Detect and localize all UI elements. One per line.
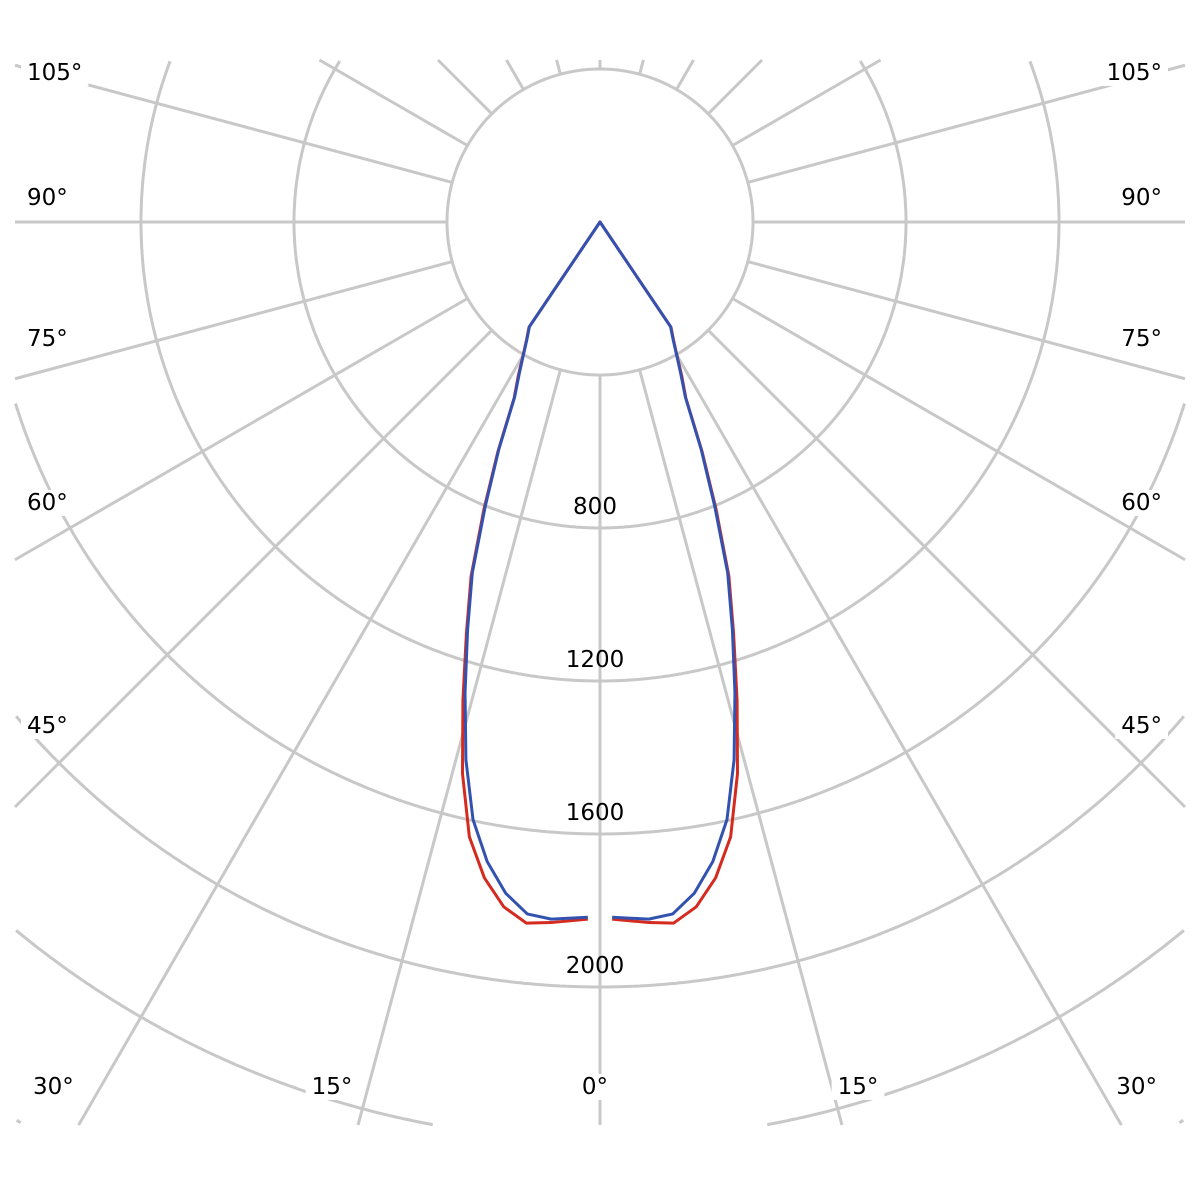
angle-label-right-45: 45° bbox=[1121, 713, 1162, 739]
grid-circle-800 bbox=[292, 60, 908, 530]
grid-radial-line-45 bbox=[707, 329, 1187, 809]
label-background bbox=[305, 1074, 359, 1100]
label-background bbox=[575, 1074, 615, 1100]
grid-circle-2400 bbox=[15, 929, 1185, 1127]
angle-label-right-90: 90° bbox=[1121, 185, 1162, 211]
angle-label-left-45: 45° bbox=[27, 713, 68, 739]
angle-label-left-105: 105° bbox=[27, 60, 82, 86]
grid-radial-line-210 bbox=[505, 59, 525, 91]
series-layer bbox=[460, 220, 740, 925]
label-background bbox=[21, 60, 89, 86]
grid-radial-line-300 bbox=[14, 297, 469, 562]
grid-radial-line-285 bbox=[14, 260, 453, 381]
angle-label-left-30: 30° bbox=[33, 1074, 74, 1100]
radial-label-1200: 1200 bbox=[566, 647, 625, 673]
label-background bbox=[21, 713, 74, 739]
grid-radial-line-75 bbox=[747, 260, 1186, 381]
angle-label-bottom-15-left: 15° bbox=[312, 1074, 353, 1100]
grid-radial-line-225 bbox=[436, 58, 493, 115]
polar-grid bbox=[13, 58, 1187, 1127]
grid-radial-line-165 bbox=[638, 59, 645, 75]
angle-label-left-60: 60° bbox=[27, 490, 68, 516]
grid-circle-1600 bbox=[14, 403, 1186, 836]
grid-radial-line-330 bbox=[77, 353, 525, 1126]
grid-radial-line-60 bbox=[731, 297, 1186, 562]
grid-circle-1200 bbox=[139, 60, 1061, 683]
label-background bbox=[831, 1074, 885, 1100]
angle-label-right-75: 75° bbox=[1121, 326, 1162, 352]
grid-radial-line-135 bbox=[707, 58, 764, 115]
grid-radial-line-195 bbox=[555, 59, 562, 75]
radial-label-800: 800 bbox=[573, 494, 617, 520]
angle-label-bottom-15-right: 15° bbox=[838, 1074, 879, 1100]
grid-circle-2000 bbox=[14, 715, 1186, 989]
label-background bbox=[1115, 185, 1168, 211]
label-background bbox=[27, 1074, 80, 1100]
radial-label-2000: 2000 bbox=[566, 953, 625, 979]
angle-label-left-90: 90° bbox=[27, 185, 68, 211]
label-background bbox=[1110, 1074, 1163, 1100]
label-background bbox=[1115, 713, 1168, 739]
angle-label-bottom-0: 0° bbox=[582, 1074, 608, 1100]
grid-radial-line-30 bbox=[675, 353, 1123, 1126]
grid-radial-line-240 bbox=[318, 58, 469, 147]
label-background bbox=[1100, 60, 1168, 86]
label-background bbox=[1115, 326, 1168, 352]
label-background bbox=[21, 185, 74, 211]
grid-circle-2800 bbox=[15, 1118, 1185, 1125]
label-background bbox=[1115, 490, 1168, 516]
series-line-1 bbox=[463, 220, 737, 921]
angle-label-left-75: 75° bbox=[27, 326, 68, 352]
grid-radial-line-15 bbox=[638, 369, 844, 1126]
grid-radial-line-345 bbox=[356, 369, 562, 1126]
angle-label-right-30: 30° bbox=[1116, 1074, 1157, 1100]
angle-label-right-105: 105° bbox=[1107, 60, 1162, 86]
angle-label-right-60: 60° bbox=[1121, 490, 1162, 516]
grid-radial-line-150 bbox=[675, 59, 695, 91]
radial-label-1600: 1600 bbox=[566, 800, 625, 826]
grid-radial-line-120 bbox=[731, 58, 882, 147]
label-background bbox=[21, 490, 74, 516]
labels-layer: 105° 90° 75° 60° 45° 30° 15° 0° 15° 105°… bbox=[21, 60, 1168, 1100]
label-background bbox=[21, 326, 74, 352]
grid-radial-line-315 bbox=[13, 329, 493, 809]
